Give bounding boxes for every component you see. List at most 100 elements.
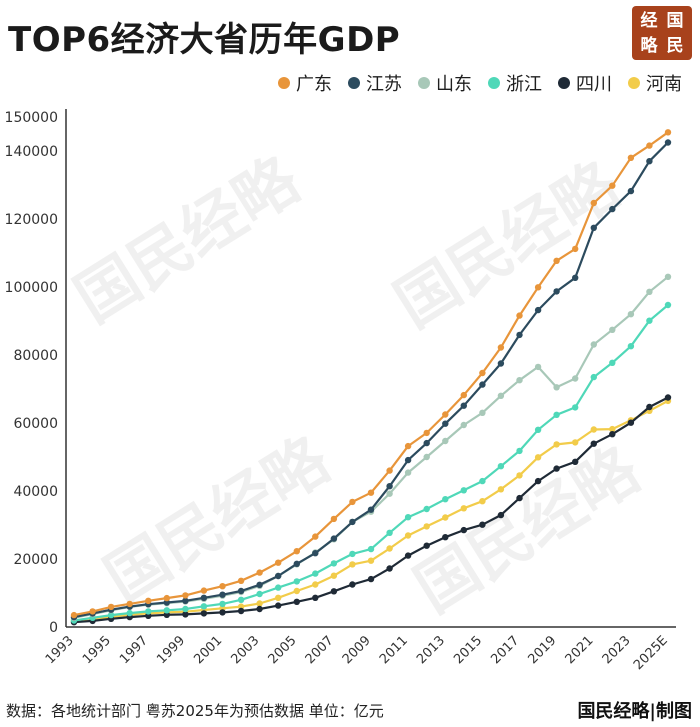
data-point bbox=[200, 603, 208, 610]
legend-marker bbox=[348, 77, 360, 89]
data-point bbox=[516, 377, 523, 384]
data-point bbox=[237, 596, 245, 603]
y-tick-label: 20000 bbox=[13, 552, 58, 568]
data-point bbox=[423, 542, 430, 549]
data-point bbox=[442, 411, 449, 418]
legend-label: 江苏 bbox=[366, 74, 402, 95]
x-tick-label: 1997 bbox=[117, 633, 151, 667]
data-point bbox=[330, 588, 338, 595]
data-point bbox=[293, 548, 300, 555]
x-tick-label: 2015 bbox=[451, 633, 485, 667]
data-point bbox=[664, 273, 672, 280]
legend-item: 江苏 bbox=[348, 70, 402, 96]
data-point bbox=[256, 581, 263, 588]
data-point bbox=[404, 469, 412, 476]
data-point bbox=[627, 419, 635, 426]
data-point bbox=[572, 375, 579, 382]
data-point bbox=[349, 518, 356, 526]
legend-marker bbox=[278, 77, 290, 89]
data-point bbox=[497, 511, 505, 519]
data-point bbox=[553, 384, 560, 391]
y-tick-label: 60000 bbox=[13, 416, 58, 432]
x-tick-label: 1993 bbox=[43, 633, 77, 667]
series-line bbox=[73, 275, 669, 619]
x-tick-label: 2023 bbox=[600, 633, 634, 667]
data-point bbox=[367, 557, 375, 564]
data-point bbox=[442, 534, 449, 541]
data-point bbox=[404, 442, 412, 450]
data-point bbox=[497, 463, 505, 470]
legend-marker bbox=[418, 77, 430, 89]
data-point bbox=[386, 483, 393, 490]
x-tick-label: 2019 bbox=[525, 633, 559, 667]
data-point bbox=[590, 373, 597, 381]
data-point bbox=[367, 489, 375, 496]
data-point bbox=[516, 312, 523, 319]
chart-legend: 广东 江苏 山东 浙江 四川 河南 bbox=[278, 70, 682, 96]
data-point bbox=[200, 594, 208, 601]
data-point bbox=[479, 521, 486, 528]
data-point bbox=[572, 274, 579, 281]
data-point bbox=[237, 577, 245, 584]
data-point bbox=[590, 426, 597, 433]
data-point bbox=[534, 426, 542, 433]
data-point bbox=[275, 594, 282, 601]
data-point bbox=[275, 572, 282, 580]
data-point bbox=[126, 609, 133, 617]
data-point bbox=[534, 363, 542, 371]
data-point bbox=[553, 257, 560, 264]
data-point bbox=[553, 465, 560, 472]
data-point bbox=[609, 326, 616, 333]
data-point bbox=[312, 594, 319, 601]
data-point bbox=[182, 597, 189, 604]
data-point bbox=[367, 575, 375, 583]
data-point bbox=[70, 611, 78, 619]
data-point bbox=[442, 496, 449, 503]
y-tick-label: 150000 bbox=[5, 110, 58, 126]
data-point bbox=[572, 245, 579, 253]
data-point bbox=[627, 187, 635, 195]
data-point bbox=[163, 607, 170, 614]
y-tick-label: 120000 bbox=[5, 212, 58, 228]
legend-marker bbox=[558, 77, 570, 89]
data-point bbox=[553, 411, 560, 418]
data-point bbox=[534, 306, 542, 314]
data-point bbox=[330, 515, 338, 523]
data-point bbox=[590, 224, 597, 231]
data-point bbox=[423, 453, 430, 461]
x-tick-label: 2009 bbox=[340, 633, 374, 667]
legend-item: 广东 bbox=[278, 70, 332, 96]
data-point bbox=[590, 199, 597, 207]
data-point bbox=[534, 477, 542, 485]
data-point bbox=[609, 205, 616, 213]
data-point bbox=[590, 341, 597, 348]
data-point bbox=[293, 598, 300, 605]
data-point bbox=[349, 561, 356, 568]
data-point bbox=[553, 441, 560, 448]
data-point bbox=[312, 581, 319, 588]
legend-item: 四川 bbox=[558, 70, 612, 96]
data-point bbox=[349, 581, 356, 588]
data-point bbox=[293, 587, 300, 595]
x-tick-label: 2017 bbox=[488, 633, 522, 667]
data-point bbox=[219, 609, 226, 616]
data-source-note: 数据：各地统计部门 粤苏2025年为预估数据 单位：亿元 bbox=[6, 702, 384, 720]
data-point bbox=[200, 587, 208, 594]
data-point bbox=[219, 583, 226, 590]
data-point bbox=[664, 139, 672, 146]
data-point bbox=[572, 404, 579, 411]
data-point bbox=[256, 590, 263, 598]
data-point bbox=[386, 545, 393, 552]
data-point bbox=[107, 611, 115, 619]
data-point bbox=[386, 467, 393, 474]
data-point bbox=[534, 454, 542, 461]
y-tick-label: 40000 bbox=[13, 484, 58, 500]
line-chart: 0 20000 40000 60000 80000 100000 120000 140000 1… bbox=[5, 109, 676, 673]
legend-label: 四川 bbox=[576, 74, 612, 95]
data-point bbox=[479, 498, 486, 505]
seal-char: 略 bbox=[640, 35, 658, 56]
data-point bbox=[646, 142, 653, 149]
data-point bbox=[460, 402, 467, 409]
data-point bbox=[423, 523, 430, 530]
data-point bbox=[89, 608, 96, 615]
